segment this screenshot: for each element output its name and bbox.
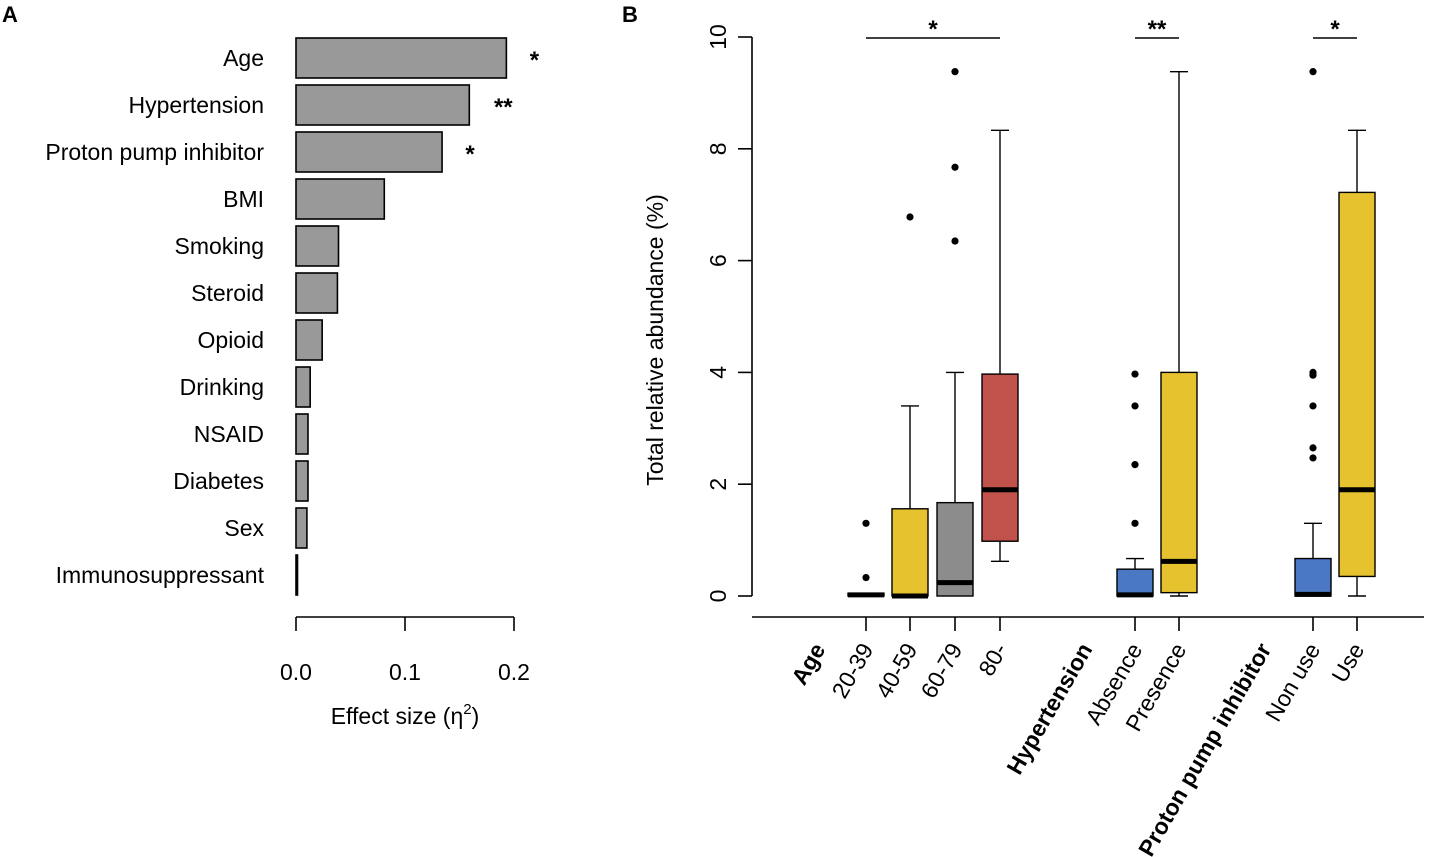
- outlier-point: [1309, 402, 1317, 410]
- category-label: Sex: [224, 515, 264, 541]
- x-tick-label: 0.2: [498, 659, 530, 685]
- outlier-point: [951, 163, 959, 171]
- box-iqr: [891, 508, 929, 597]
- effect-bar: [295, 319, 323, 361]
- box-iqr: [1160, 371, 1198, 594]
- box-80-: [981, 129, 1019, 563]
- x-axis-title-text: Effect size (η: [331, 703, 464, 729]
- outlier-point: [1131, 461, 1139, 469]
- category-label: Steroid: [191, 280, 264, 306]
- category-label: Smoking: [175, 233, 264, 259]
- category-label: Opioid: [198, 327, 264, 353]
- effect-bar: [295, 84, 471, 126]
- x-axis-title: Effect size (η2): [331, 701, 480, 729]
- box-60-79: [936, 68, 974, 597]
- outlier-point: [862, 519, 870, 527]
- effect-bar: [295, 460, 309, 502]
- effect-bar: [295, 131, 443, 173]
- outlier-point: [1309, 444, 1317, 452]
- category-label: BMI: [223, 186, 264, 212]
- effect-bar: [295, 554, 299, 596]
- panel-a-effect-size-chart: Age * Hypertension ** Proton pump inhibitor *…: [45, 37, 540, 729]
- x-tick-label: 0.0: [280, 659, 312, 685]
- box-20-39: [847, 519, 885, 598]
- significance-label: *: [1330, 16, 1340, 43]
- category-label: Diabetes: [173, 468, 264, 494]
- outlier-point: [1131, 519, 1139, 527]
- category-label: Proton pump inhibitor: [45, 139, 264, 165]
- effect-bar: [295, 366, 311, 408]
- category-label: NSAID: [194, 421, 264, 447]
- outlier-point: [1131, 402, 1139, 410]
- x-axis-title-close: ): [472, 703, 480, 729]
- box-use: [1338, 129, 1376, 597]
- box-iqr: [981, 373, 1019, 542]
- significance-label: **: [1148, 16, 1167, 43]
- box-absence: [1116, 370, 1154, 598]
- category-label: Hypertension: [128, 92, 264, 118]
- category-label: Age: [223, 45, 264, 71]
- significance-label: *: [530, 47, 540, 74]
- y-tick-label: 6: [705, 254, 731, 267]
- y-tick-label: 0: [705, 590, 731, 603]
- group-label: Hypertension: [1001, 639, 1097, 779]
- effect-bar: [295, 413, 309, 455]
- effect-bar: [295, 507, 308, 549]
- significance-label: *: [465, 141, 475, 168]
- box-iqr: [1294, 557, 1332, 597]
- x-tick-label: 60-79: [915, 639, 967, 703]
- y-tick-label: 10: [705, 24, 731, 50]
- significance-label: **: [494, 94, 513, 121]
- y-axis-title: Total relative abundance (%): [642, 194, 668, 486]
- y-tick-label: 2: [705, 478, 731, 491]
- category-label: Drinking: [180, 374, 264, 400]
- x-tick-label: 20-39: [826, 639, 878, 703]
- y-tick-label: 4: [705, 366, 731, 379]
- x-tick-label: 40-59: [870, 639, 922, 703]
- significance-label: *: [928, 16, 938, 43]
- effect-bar: [295, 37, 508, 79]
- box-non-use: [1294, 68, 1332, 597]
- outlier-point: [1131, 370, 1139, 378]
- outlier-point: [906, 213, 914, 221]
- box-iqr: [1116, 568, 1154, 597]
- outlier-point: [862, 573, 870, 582]
- effect-bar: [295, 225, 340, 267]
- outlier-point: [1309, 454, 1317, 462]
- panel-a-letter: A: [2, 2, 18, 27]
- x-axis-title-superscript: 2: [463, 701, 471, 718]
- x-tick-label: Use: [1326, 639, 1369, 687]
- y-tick-label: 8: [705, 142, 731, 155]
- effect-bar: [295, 178, 386, 220]
- x-tick-label: 0.1: [389, 659, 421, 685]
- category-label: Immunosuppressant: [56, 562, 265, 588]
- group-label: Age: [786, 639, 830, 690]
- box-presence: [1160, 70, 1198, 597]
- box-40-59: [891, 213, 929, 599]
- outlier-point: [1309, 68, 1317, 76]
- outlier-point: [951, 237, 959, 245]
- box-iqr: [1338, 191, 1376, 578]
- x-tick-label: 80-: [973, 639, 1012, 681]
- panel-b-letter: B: [622, 2, 638, 27]
- outlier-point: [951, 68, 959, 76]
- effect-bar: [295, 272, 339, 314]
- outlier-point: [1309, 371, 1317, 379]
- panel-b-boxplot-chart: 0 2 4 6 8 10 Total relative abundance (%) 20-39…: [642, 16, 1424, 857]
